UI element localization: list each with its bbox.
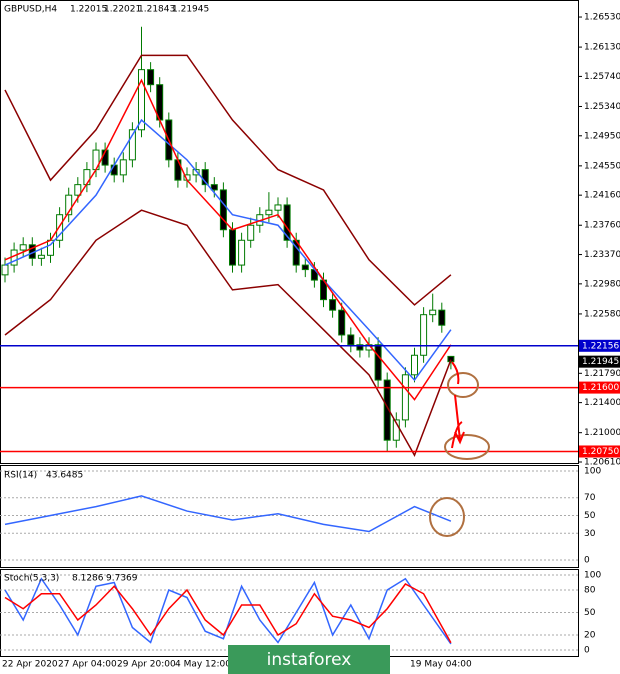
candle-body	[401, 374, 409, 421]
candle-body	[210, 184, 218, 191]
candle-body	[138, 69, 145, 131]
x-tick-label: 22 Apr 2020	[2, 660, 58, 670]
y-tick-label: 1.21790	[584, 369, 620, 379]
symbol: GBPUSD,H4	[4, 5, 57, 15]
rsi-line	[4, 495, 452, 533]
rsi-tick-label: 100	[584, 467, 601, 477]
stoch-tick-label: 80	[584, 586, 596, 596]
level-label: 1.21600	[582, 383, 619, 393]
rsi-pane	[0, 465, 579, 568]
candle-body	[438, 309, 446, 326]
candle-body	[247, 224, 255, 241]
candle-body	[392, 419, 400, 441]
overlay-line	[4, 118, 452, 382]
annotation-circle	[447, 372, 479, 398]
price-label-bg	[579, 355, 620, 368]
y-tick-label: 1.20610	[584, 458, 620, 468]
candle-body	[229, 229, 236, 266]
candle-body	[329, 299, 337, 311]
rsi-value: 43.6485	[46, 471, 83, 481]
candle-body	[238, 239, 246, 266]
level-label: 1.22156	[582, 341, 619, 351]
candle-body	[274, 204, 282, 211]
candle-body	[347, 334, 355, 346]
level-label: 1.20750	[582, 447, 619, 457]
candle-body	[383, 379, 391, 441]
overlay-line	[4, 209, 452, 457]
y-tick-label: 1.24950	[584, 131, 620, 141]
annotation-circle	[429, 497, 465, 537]
candle-body	[192, 169, 200, 176]
y-tick-label: 1.21000	[584, 428, 620, 438]
candle-body	[1, 264, 9, 276]
y-tick-label: 1.24160	[584, 191, 620, 201]
annotation-circle	[444, 434, 490, 460]
x-tick-label: 29 Apr 20:00	[117, 660, 176, 670]
candle-body	[301, 264, 309, 271]
ohlc-open: 1.22015	[70, 5, 107, 15]
main-pane	[0, 0, 579, 464]
level-label-bg	[579, 381, 620, 394]
candle-body	[147, 69, 155, 86]
rsi-tick-label: 30	[584, 529, 596, 539]
x-tick-label: 4 May 12:00	[175, 660, 231, 670]
rsi-title: RSI(14)	[4, 471, 37, 481]
candle-body	[128, 129, 136, 161]
x-tick-label: 19 May 04:00	[410, 660, 472, 670]
y-tick-label: 1.24550	[584, 161, 620, 171]
candle-body	[174, 159, 182, 181]
candle-body	[19, 244, 27, 251]
candle-body	[374, 344, 382, 381]
candle-body	[37, 254, 45, 259]
candle-body	[356, 344, 364, 351]
y-tick-label: 1.26130	[584, 43, 620, 53]
candle-body	[65, 194, 73, 216]
y-tick-label: 1.22980	[584, 279, 620, 289]
x-tick-label: 27 Apr 04:00	[58, 660, 117, 670]
stoch-tick-label: 20	[584, 631, 596, 641]
rsi-tick-label: 50	[584, 511, 596, 521]
overlay-line	[4, 54, 452, 306]
y-tick-label: 1.25340	[584, 102, 620, 112]
candle-body	[338, 309, 346, 336]
candle-body	[119, 159, 127, 176]
stoch-main-value: 8.1286	[72, 574, 104, 584]
y-tick-label: 1.21400	[584, 398, 620, 408]
y-tick-label: 1.23760	[584, 221, 620, 231]
candle-body	[265, 209, 273, 216]
ohlc-high: 1.22021	[104, 5, 141, 15]
level-label-bg	[579, 339, 620, 352]
stoch-tick-label: 100	[584, 571, 601, 581]
stoch-tick-label: 0	[584, 646, 590, 656]
y-tick-label: 1.26530	[584, 13, 620, 23]
candle-body	[283, 204, 291, 241]
overlay-line	[4, 78, 452, 401]
stoch-line	[4, 577, 452, 645]
watermark-bg	[228, 645, 390, 674]
y-tick-label: 1.25740	[584, 72, 620, 82]
candle-body	[411, 354, 418, 376]
stoch-line	[4, 583, 452, 644]
candle-body	[219, 189, 227, 231]
stoch-signal-value: 9.7369	[106, 574, 138, 584]
y-tick-label: 1.23370	[584, 250, 620, 260]
watermark: instaforex	[267, 650, 352, 670]
rsi-tick-label: 0	[584, 556, 590, 566]
candle-body	[429, 309, 437, 316]
layer: 1.26530 1.26130 1.25740 1.25340 1.24950 1.245…	[0, 13, 620, 670]
candle-body	[74, 184, 82, 196]
stoch-title: Stoch(5,3,3)	[4, 574, 59, 584]
candle-body	[420, 314, 428, 356]
price-label: 1.21945	[582, 357, 619, 367]
level-label-bg	[579, 445, 620, 458]
ohlc-close: 1.21945	[172, 5, 209, 15]
y-tick-label: 1.22580	[584, 309, 620, 319]
annotation-arrow	[451, 361, 465, 449]
stoch-tick-label: 50	[584, 608, 596, 618]
ohlc-low: 1.21843	[138, 5, 175, 15]
rsi-tick-label: 70	[584, 493, 596, 503]
